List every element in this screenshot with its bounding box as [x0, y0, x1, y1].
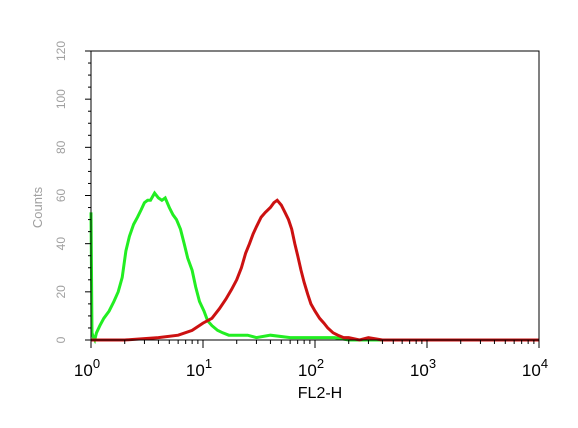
- series-layer: [89, 190, 539, 345]
- y-tick-label: 80: [54, 140, 68, 154]
- y-tick-label: 100: [54, 89, 68, 109]
- series-2-line: [91, 198, 539, 342]
- x-tick-label: 101: [186, 356, 212, 380]
- x-tick-label: 103: [410, 356, 436, 380]
- y-tick-label: 60: [54, 189, 68, 203]
- x-tick-label: 102: [298, 356, 324, 380]
- y-tick-label: 0: [54, 336, 68, 343]
- series-1-line: [89, 190, 539, 345]
- x-axis-title: FL2-H: [298, 385, 342, 402]
- x-tick-label: 100: [74, 356, 100, 380]
- y-tick-label: 40: [54, 237, 68, 251]
- y-tick-label: 120: [54, 41, 68, 61]
- ticks-layer: 100 101 102 103 104 0 20 40 60 80 100 120: [54, 41, 548, 380]
- x-tick-label: 104: [522, 356, 548, 380]
- y-axis-title: Counts: [30, 186, 45, 228]
- y-tick-label: 20: [54, 285, 68, 299]
